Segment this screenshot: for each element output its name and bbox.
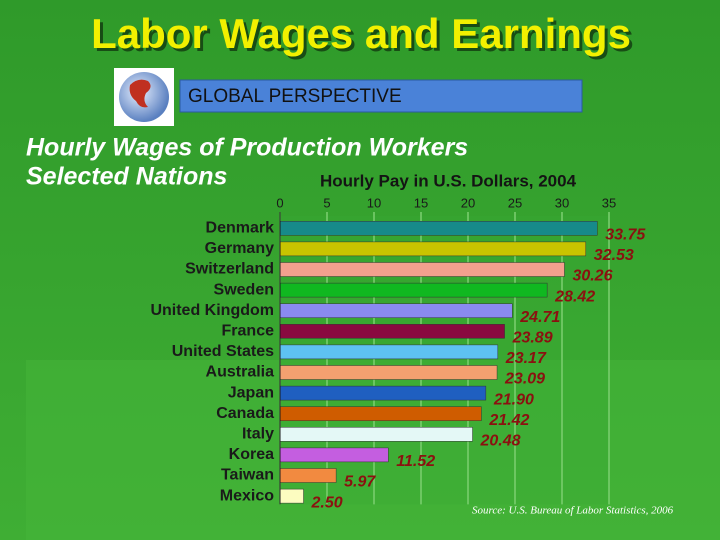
- y-tick-label: Germany: [205, 240, 274, 257]
- title-shadow: Labor Wages and Earnings: [94, 13, 634, 60]
- y-tick-label: Canada: [216, 405, 274, 422]
- y-tick-label: Japan: [228, 384, 274, 401]
- x-tick-label: 0: [276, 195, 283, 210]
- badge: GLOBAL PERSPECTIVE: [188, 86, 402, 107]
- value-label: 11.52: [396, 453, 435, 470]
- value-label: 23.89: [512, 330, 553, 347]
- value-label: 21.42: [488, 412, 529, 429]
- bar: [279, 344, 499, 360]
- y-tick-label: Switzerland: [185, 261, 274, 278]
- bar: [279, 324, 505, 339]
- bar: [279, 385, 487, 401]
- bar: [279, 221, 598, 236]
- bar: [279, 427, 473, 442]
- bar: [279, 282, 548, 298]
- value-label: 32.53: [594, 247, 634, 264]
- bar: [279, 468, 337, 483]
- bar: [279, 447, 389, 463]
- y-tick-label: Mexico: [220, 487, 274, 504]
- value-label: 23.09: [504, 371, 545, 388]
- y-tick-label: France: [222, 323, 275, 340]
- value-label: 21.90: [493, 391, 534, 408]
- bar: [279, 406, 482, 421]
- x-tick-label: 5: [323, 195, 330, 210]
- value-label: 2.50: [311, 494, 343, 511]
- y-tick-label: Korea: [229, 446, 274, 463]
- value-label: 30.26: [572, 268, 612, 285]
- bar: [279, 488, 304, 504]
- value-label: 33.75: [605, 227, 646, 244]
- x-tick-label: 10: [367, 195, 381, 210]
- chart-title: Hourly Wages of Production Workers: [26, 134, 468, 162]
- bar: [279, 241, 587, 257]
- y-tick-label: Italy: [242, 426, 274, 443]
- y-tick-label: Denmark: [206, 220, 275, 237]
- x-tick-label: 20: [461, 195, 475, 210]
- value-label: 5.97: [344, 474, 376, 491]
- x-axis-label: Hourly Pay in U.S. Dollars, 2004: [320, 171, 577, 190]
- x-tick-label: 15: [414, 195, 428, 210]
- value-label: 28.42: [554, 288, 595, 305]
- bar: [279, 303, 513, 318]
- bar: [279, 262, 565, 277]
- value-label: 24.71: [519, 309, 560, 326]
- badge-box: [179, 79, 583, 113]
- y-tick-label: Taiwan: [221, 467, 274, 484]
- value-label: 23.17: [505, 350, 547, 367]
- y-tick-label: Australia: [206, 364, 275, 381]
- x-tick-label: 30: [555, 195, 569, 210]
- y-tick-label: United States: [172, 343, 274, 360]
- page-title: Labor Wages and Earnings: [91, 10, 631, 57]
- y-tick-label: United Kingdom: [150, 302, 274, 319]
- source: Source: U.S. Bureau of Labor Statistics,…: [472, 505, 674, 517]
- bar: [279, 365, 498, 380]
- value-label: 20.48: [480, 433, 521, 450]
- y-tick-label: Sweden: [214, 281, 274, 298]
- plot: 0 5 10 15 20 25 30 35 Denmark 33.75 Germany 32.53 Sw…: [150, 195, 646, 511]
- globe-land: [129, 79, 151, 108]
- chart-subtitle: Selected Nations: [26, 163, 228, 191]
- x-tick-label: 35: [602, 195, 616, 210]
- x-tick-label: 25: [508, 195, 522, 210]
